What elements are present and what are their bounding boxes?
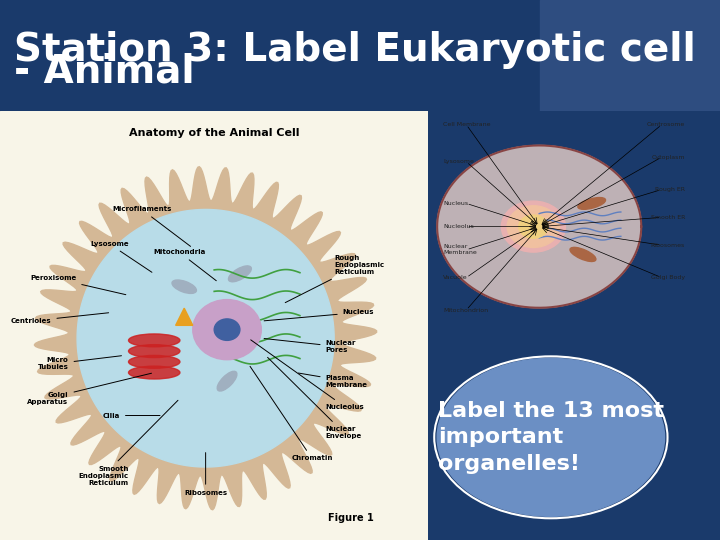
Text: Smooth
Endoplasmic
Reticulum: Smooth Endoplasmic Reticulum xyxy=(78,400,178,485)
Text: Station 3: Label Eukaryotic cell: Station 3: Label Eukaryotic cell xyxy=(14,31,696,69)
Text: Centrosome: Centrosome xyxy=(647,122,685,127)
Ellipse shape xyxy=(519,215,548,238)
Polygon shape xyxy=(437,145,642,308)
Text: Peroxisome: Peroxisome xyxy=(31,275,126,295)
Ellipse shape xyxy=(172,280,197,293)
Text: Figure 1: Figure 1 xyxy=(328,513,374,523)
Text: Ribosomes: Ribosomes xyxy=(184,453,228,496)
Text: Nucleus: Nucleus xyxy=(443,201,468,206)
Ellipse shape xyxy=(128,355,180,368)
Text: Cell Membrane: Cell Membrane xyxy=(443,122,490,127)
Text: Nuclear
Pores: Nuclear Pores xyxy=(264,339,356,353)
Text: Label the 13 most
important
organelles!: Label the 13 most important organelles! xyxy=(438,401,664,474)
Text: Rough
Endoplasmic
Reticulum: Rough Endoplasmic Reticulum xyxy=(285,255,384,302)
Text: Microfilaments: Microfilaments xyxy=(112,206,191,246)
Text: Mitochondrion: Mitochondrion xyxy=(443,308,488,313)
Text: Plasma
Membrane: Plasma Membrane xyxy=(298,373,368,388)
Ellipse shape xyxy=(128,334,180,347)
Ellipse shape xyxy=(507,206,559,247)
Ellipse shape xyxy=(570,247,596,261)
Text: Ribosomes: Ribosomes xyxy=(651,242,685,248)
Text: Nucleolus: Nucleolus xyxy=(443,224,474,229)
Text: Cytoplasm: Cytoplasm xyxy=(652,154,685,159)
Bar xyxy=(540,0,720,111)
Polygon shape xyxy=(176,308,193,325)
Text: Chromatin: Chromatin xyxy=(250,366,333,462)
Ellipse shape xyxy=(215,319,240,340)
Ellipse shape xyxy=(228,266,251,282)
Text: Cilia: Cilia xyxy=(103,413,160,418)
Text: Micro
Tubules: Micro Tubules xyxy=(37,356,122,370)
Ellipse shape xyxy=(501,201,565,252)
Bar xyxy=(0,0,540,111)
Text: Anatomy of the Animal Cell: Anatomy of the Animal Cell xyxy=(129,128,300,138)
Ellipse shape xyxy=(128,345,180,357)
Polygon shape xyxy=(35,167,377,510)
Ellipse shape xyxy=(217,372,237,391)
Text: Lysosome: Lysosome xyxy=(443,159,474,164)
Text: Nucleus: Nucleus xyxy=(264,309,374,321)
Text: Golgi
Apparatus: Golgi Apparatus xyxy=(27,373,151,405)
Text: Golgi Body: Golgi Body xyxy=(651,275,685,280)
Ellipse shape xyxy=(193,300,261,360)
Text: Nucleolus: Nucleolus xyxy=(251,340,364,410)
Text: Mitochondria: Mitochondria xyxy=(153,249,216,281)
Text: Vacuole: Vacuole xyxy=(443,275,467,280)
Text: Centrioles: Centrioles xyxy=(11,313,109,324)
Text: Nuclear
Membrane: Nuclear Membrane xyxy=(443,245,477,255)
Ellipse shape xyxy=(128,366,180,379)
Text: Rough ER: Rough ER xyxy=(655,187,685,192)
Polygon shape xyxy=(77,210,334,467)
Ellipse shape xyxy=(578,198,606,210)
Ellipse shape xyxy=(437,359,665,516)
Text: - Animal: - Animal xyxy=(14,53,195,91)
Text: Lysosome: Lysosome xyxy=(90,241,152,272)
Text: Smooth ER: Smooth ER xyxy=(651,215,685,220)
Text: Nuclear
Envelope: Nuclear Envelope xyxy=(268,357,362,439)
